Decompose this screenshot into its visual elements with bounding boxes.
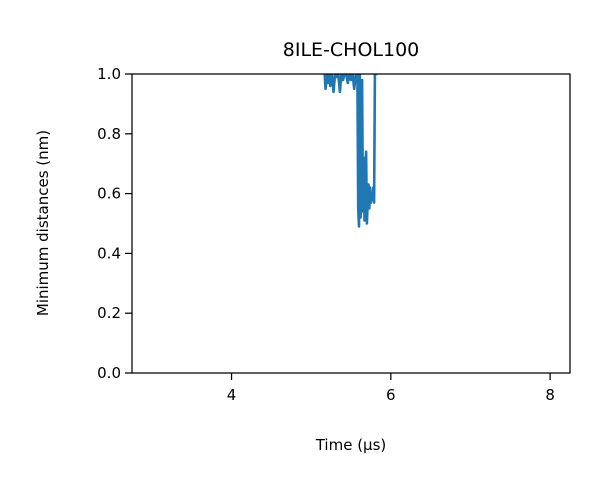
x-tick-label: 4 [227, 386, 237, 404]
y-axis: 0.0 0.2 0.4 0.6 0.8 1.0 [97, 65, 132, 382]
x-axis: 4 6 8 [227, 373, 555, 404]
y-tick-label: 0.2 [97, 304, 121, 322]
y-tick-label: 0.0 [97, 364, 121, 382]
y-tick-label: 0.6 [97, 185, 121, 203]
y-tick-label: 1.0 [97, 65, 121, 83]
series-line [323, 74, 378, 228]
y-tick-label: 0.8 [97, 125, 121, 143]
axes-frame [131, 73, 571, 374]
y-axis-label: Minimum distances (nm) [34, 130, 52, 316]
series-layer [323, 74, 378, 228]
x-tick-label: 8 [545, 386, 555, 404]
y-tick-label: 0.4 [97, 244, 121, 262]
plot-area [323, 74, 378, 228]
chart-title: 8ILE-CHOL100 [283, 39, 420, 61]
x-tick-label: 6 [386, 386, 396, 404]
x-axis-label: Time (μs) [315, 436, 387, 454]
